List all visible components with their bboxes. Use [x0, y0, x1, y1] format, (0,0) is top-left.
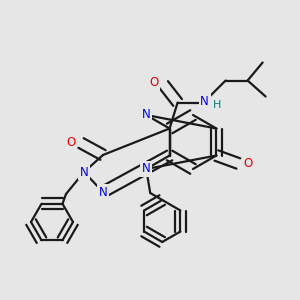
Text: N: N	[142, 163, 151, 176]
Text: N: N	[142, 109, 151, 122]
Text: O: O	[244, 157, 253, 170]
Text: O: O	[149, 76, 158, 89]
Text: H: H	[212, 100, 221, 110]
Text: N: N	[99, 185, 107, 199]
Text: N: N	[80, 166, 88, 178]
Text: O: O	[66, 136, 76, 149]
Text: N: N	[200, 95, 209, 108]
